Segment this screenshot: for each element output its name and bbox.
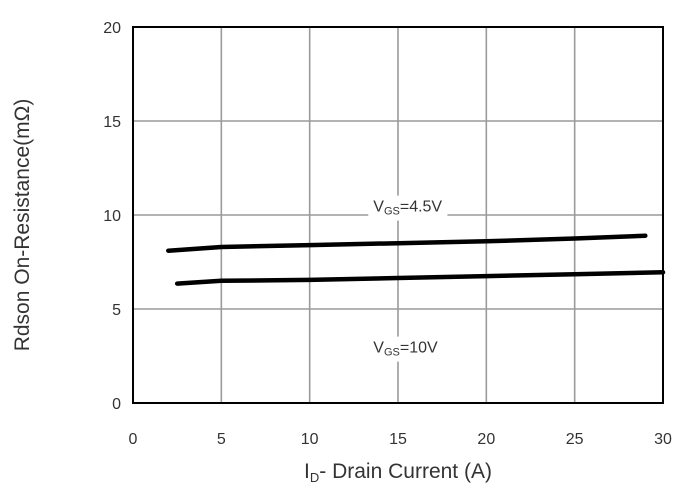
series-line-1	[174, 270, 666, 286]
y-tick-label: 10	[103, 208, 121, 225]
plot-frame	[132, 26, 664, 404]
annotation-vgs-10v: VGS=10V	[373, 340, 438, 359]
x-axis-label-main: I	[304, 460, 310, 483]
x-tick-label: 15	[389, 431, 407, 448]
y-axis-label: Rdson On-Resistance(mΩ)	[11, 99, 34, 352]
annotation-subscript: GS	[384, 347, 400, 359]
annotation-background-vgs-10v	[368, 336, 443, 362]
y-tick-label: 20	[103, 20, 121, 37]
x-axis-label: ID- Drain Current (A)	[304, 460, 492, 485]
x-tick-label: 30	[654, 431, 672, 448]
x-tick-label: 10	[301, 431, 319, 448]
annotation-rest: =4.5V	[400, 199, 443, 216]
y-tick-label: 5	[112, 302, 121, 319]
x-tick-label: 5	[217, 431, 226, 448]
annotation-rest: =10V	[400, 340, 438, 357]
annotation-main: V	[373, 199, 384, 216]
annotation-subscript: GS	[384, 206, 400, 218]
annotation-main: V	[373, 340, 384, 357]
x-tick-label: 25	[566, 431, 584, 448]
x-tick-label: 20	[477, 431, 495, 448]
x-tick-labels: 0 5 10 15 20 25 30	[129, 431, 672, 448]
series-line-0	[166, 233, 648, 253]
x-axis-label-subscript: D	[310, 470, 319, 485]
x-tick-label: 0	[129, 431, 138, 448]
annotation-vgs-4.5v: VGS=4.5V	[373, 199, 442, 218]
annotation-background-vgs-4.5v	[368, 195, 448, 221]
y-tick-label: 15	[103, 114, 121, 131]
y-tick-labels: 0 5 10 15 20	[103, 20, 121, 413]
x-axis-label-rest: - Drain Current (A)	[319, 460, 492, 483]
series-lines	[166, 233, 666, 286]
y-tick-label: 0	[112, 396, 121, 413]
